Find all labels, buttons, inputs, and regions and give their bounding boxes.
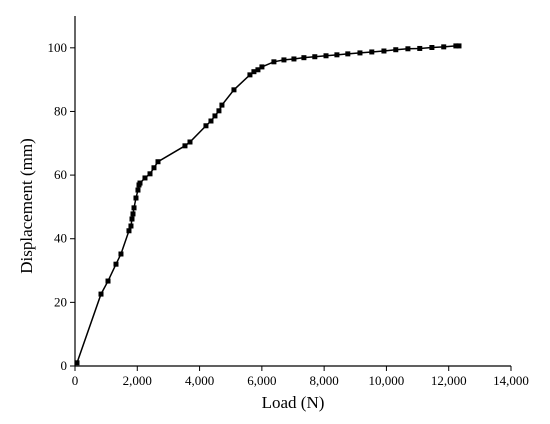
data-point: [208, 118, 214, 124]
data-line: [76, 45, 459, 364]
x-tick-label: 4,000: [185, 373, 214, 388]
data-point: [301, 55, 307, 61]
x-tick-label: 14,000: [493, 373, 529, 388]
data-point: [147, 171, 153, 177]
data-point: [118, 251, 124, 257]
data-point: [219, 102, 225, 108]
data-point: [113, 261, 119, 267]
data-point: [187, 139, 193, 145]
data-point: [128, 223, 134, 229]
x-tick-label: 12,000: [431, 373, 467, 388]
data-point: [323, 53, 329, 59]
data-point: [216, 108, 222, 114]
data-point: [133, 195, 139, 201]
data-point: [345, 51, 351, 57]
data-point: [381, 48, 387, 54]
data-point: [135, 187, 141, 193]
data-point: [357, 50, 363, 56]
data-point: [453, 43, 459, 49]
data-point: [131, 205, 137, 211]
data-point: [393, 47, 399, 53]
y-tick-label: 40: [54, 231, 67, 246]
data-point: [255, 67, 261, 73]
data-point: [405, 46, 411, 52]
x-tick-label: 8,000: [310, 373, 339, 388]
y-tick-label: 100: [48, 40, 68, 55]
x-axis-title: Load (N): [262, 393, 325, 412]
data-point: [130, 211, 136, 217]
data-point: [259, 64, 265, 70]
y-tick-label: 0: [61, 358, 68, 373]
data-point: [247, 72, 253, 78]
data-point: [417, 45, 423, 51]
data-point: [137, 180, 143, 186]
data-point: [126, 228, 132, 234]
data-point: [441, 44, 447, 50]
data-point: [151, 165, 157, 171]
x-tick-label: 6,000: [247, 373, 276, 388]
data-point: [105, 278, 111, 284]
data-point: [203, 123, 209, 129]
data-point: [312, 54, 318, 60]
x-tick-label: 2,000: [123, 373, 152, 388]
data-point: [281, 57, 287, 63]
data-point: [155, 159, 161, 165]
x-tick-label: 0: [72, 373, 79, 388]
data-point: [98, 291, 104, 297]
data-point: [212, 113, 218, 119]
data-point: [231, 87, 237, 93]
data-point: [369, 49, 375, 55]
data-point: [251, 69, 257, 75]
data-point: [291, 56, 297, 62]
data-point: [271, 59, 277, 65]
data-point: [74, 360, 80, 366]
x-tick-label: 10,000: [369, 373, 405, 388]
y-tick-label: 20: [54, 294, 67, 309]
y-axis-title: Displacement (mm): [17, 138, 36, 274]
data-point: [429, 45, 435, 50]
y-tick-label: 60: [54, 167, 67, 182]
data-point: [456, 43, 462, 49]
data-point: [182, 143, 188, 149]
data-point: [142, 175, 148, 181]
y-tick-label: 80: [54, 103, 67, 118]
data-point: [129, 216, 135, 222]
data-point: [334, 52, 340, 58]
